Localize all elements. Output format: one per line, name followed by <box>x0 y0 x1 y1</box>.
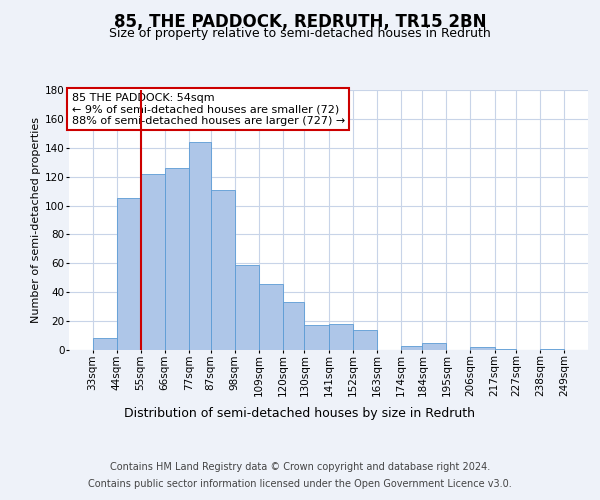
Bar <box>494 348 517 350</box>
Bar <box>541 348 565 350</box>
Bar <box>140 174 164 350</box>
Bar <box>235 265 259 350</box>
Text: 85, THE PADDOCK, REDRUTH, TR15 2BN: 85, THE PADDOCK, REDRUTH, TR15 2BN <box>114 12 486 30</box>
Text: Contains HM Land Registry data © Crown copyright and database right 2024.: Contains HM Land Registry data © Crown c… <box>110 462 490 472</box>
Bar <box>329 324 353 350</box>
Bar <box>116 198 140 350</box>
Bar <box>283 302 304 350</box>
Bar <box>401 346 422 350</box>
Bar <box>353 330 377 350</box>
Y-axis label: Number of semi-detached properties: Number of semi-detached properties <box>31 117 41 323</box>
Bar <box>211 190 235 350</box>
Bar <box>470 347 494 350</box>
Text: 85 THE PADDOCK: 54sqm
← 9% of semi-detached houses are smaller (72)
88% of semi-: 85 THE PADDOCK: 54sqm ← 9% of semi-detac… <box>71 92 345 126</box>
Bar <box>92 338 116 350</box>
Text: Contains public sector information licensed under the Open Government Licence v3: Contains public sector information licen… <box>88 479 512 489</box>
Bar <box>259 284 283 350</box>
Bar <box>422 343 446 350</box>
Bar <box>304 326 329 350</box>
Text: Size of property relative to semi-detached houses in Redruth: Size of property relative to semi-detach… <box>109 28 491 40</box>
Text: Distribution of semi-detached houses by size in Redruth: Distribution of semi-detached houses by … <box>125 408 476 420</box>
Bar <box>189 142 211 350</box>
Bar <box>164 168 189 350</box>
